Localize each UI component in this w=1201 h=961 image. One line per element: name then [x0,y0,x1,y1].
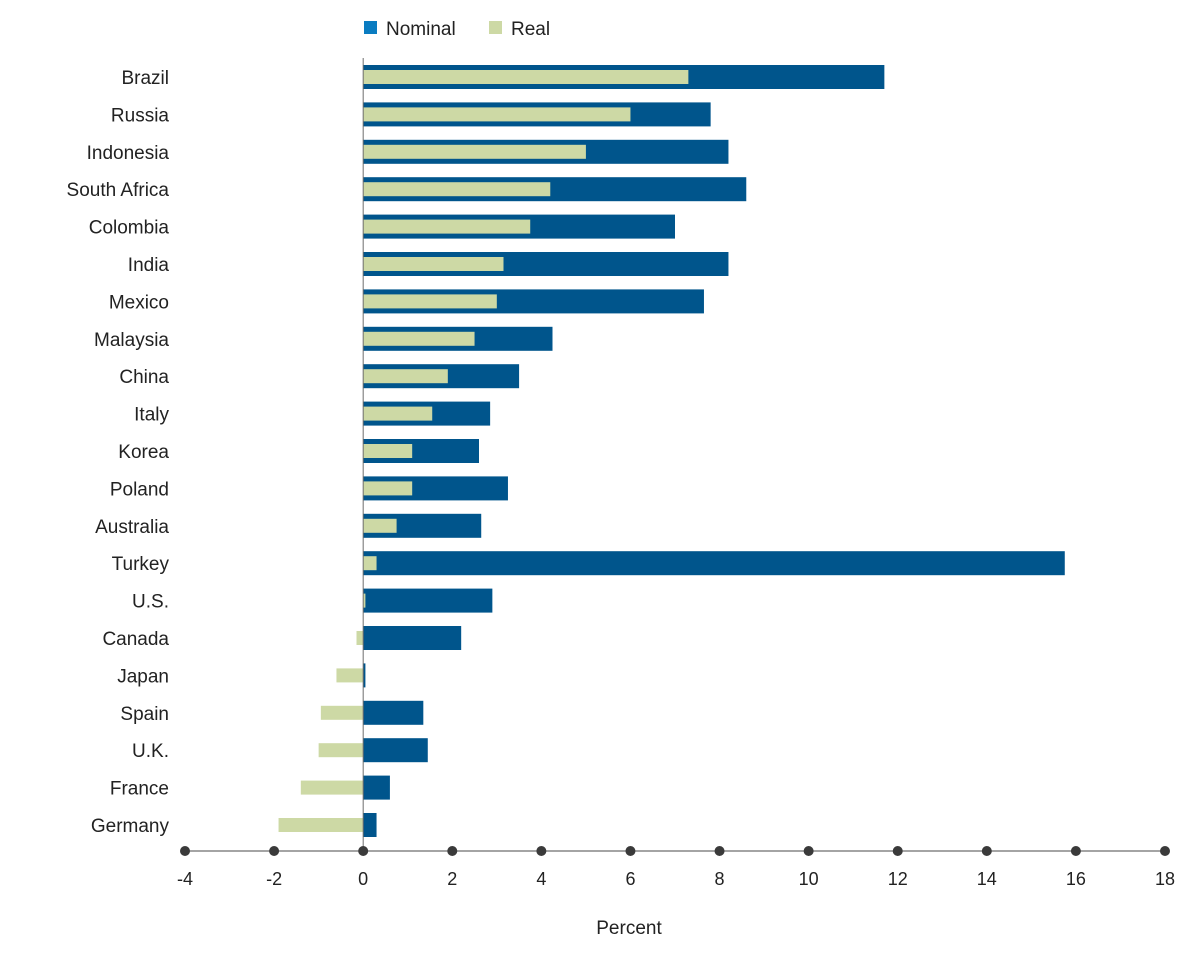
tick-label: -2 [266,869,282,889]
x-axis: -4 -2 0 2 4 6 8 10 12 14 16 18 [177,58,1175,889]
tick-dot [803,846,814,856]
bar-real-u-k [318,743,364,758]
category-label: Spain [120,704,169,725]
category-label: Colombia [89,218,170,239]
category-label: Mexico [109,292,169,313]
bar-real-turkey [363,556,377,571]
tick-label: 0 [358,869,368,889]
bar-real-brazil [363,70,689,84]
category-label: Turkey [112,554,170,575]
bar-real-u-s [363,593,366,608]
category-label: Indonesia [87,143,170,164]
x-axis-title: Percent [596,918,662,939]
bar-nominal-u-s [363,588,493,613]
legend-label-nominal: Nominal [386,19,456,40]
tick-dot [358,846,369,856]
tick-dot [892,846,903,856]
bar-real-korea [363,444,413,458]
category-label: Russia [111,105,170,126]
category-label: Japan [117,666,169,687]
category-label: Germany [91,816,170,837]
category-label: Italy [134,405,169,426]
bar-real-china [363,369,448,384]
legend-swatch-nominal [364,21,377,34]
bar-nominal-u-k [363,738,428,763]
bar-real-russia [363,107,631,122]
tick-dot [180,846,190,856]
bar-real-spain [320,705,364,720]
tick-dot [1070,846,1081,856]
category-label: Brazil [121,68,169,89]
tick-dot [447,846,458,856]
tick-label: 14 [977,869,997,889]
legend-label-real: Real [511,19,550,40]
category-label: France [110,779,169,800]
bar-real-germany [278,818,364,832]
category-labels: Brazil Russia Indonesia South Africa Colombi… [67,68,170,837]
tick-label: 18 [1155,869,1175,889]
bar-real-france [300,780,364,795]
legend-swatch-real [489,21,502,34]
tick-dot [714,846,725,856]
bar-real-australia [363,518,397,533]
bar-nominal-turkey [363,551,1065,576]
tick-label: 8 [715,869,725,889]
category-label: India [128,255,170,276]
bar-real-indonesia [363,144,586,159]
legend: Nominal Real [364,19,550,40]
bar-nominal-germany [363,813,377,837]
tick-label: 16 [1066,869,1086,889]
bar-real-south-africa [363,182,551,197]
bar-real-mexico [363,294,497,309]
tick-label: -4 [177,869,193,889]
category-label: Australia [95,517,169,538]
bar-nominal-canada [363,626,462,650]
bar-real-japan [336,668,364,683]
category-label: China [119,367,169,388]
bar-nominal-france [363,775,390,800]
bar-real-poland [363,481,413,496]
bar-nominal-spain [363,700,424,725]
tick-label: 2 [447,869,457,889]
tick-dot [1160,846,1170,856]
bar-nominal-japan [363,663,366,688]
bars-group [278,65,1065,837]
category-label: U.S. [132,592,169,613]
tick-dot [536,846,547,856]
category-label: U.K. [132,741,169,762]
tick-label: 12 [888,869,908,889]
tick-dot [625,846,636,856]
bar-real-italy [363,406,433,421]
bar-real-india [363,257,504,271]
bar-real-colombia [363,219,531,234]
bar-real-canada [356,631,364,645]
bar-real-malaysia [363,331,475,346]
tick-dot [981,846,992,856]
category-label: Korea [118,442,169,463]
category-label: Malaysia [94,330,169,351]
tick-label: 6 [625,869,635,889]
category-label: Canada [102,629,169,650]
tick-dot [269,846,280,856]
category-label: South Africa [67,180,170,201]
tick-label: 4 [536,869,546,889]
tick-label: 10 [799,869,819,889]
category-label: Poland [110,479,169,500]
